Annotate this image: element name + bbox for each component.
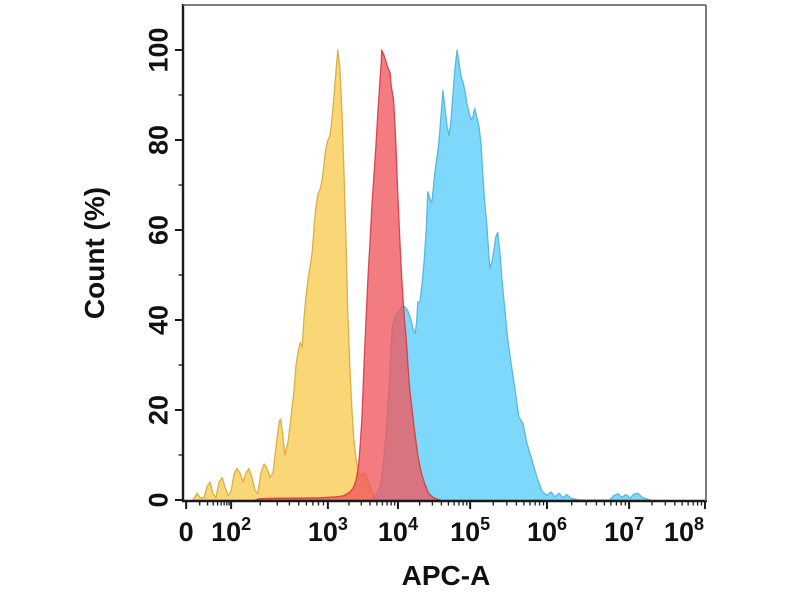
x-axis-tick-label: 105 [450,514,490,547]
y-axis-tick-label: 20 [143,395,173,425]
yellow-histogram [192,49,380,502]
x-axis-label: APC-A [402,560,491,591]
x-axis-tick-label: 103 [308,514,348,547]
x-axis-tick-label: 107 [604,514,644,547]
x-axis-tick-label: 106 [527,514,567,547]
y-axis-tick-label: 100 [143,27,173,72]
x-axis-tick-label: 102 [211,514,251,547]
x-axis-tick-label: 104 [378,514,418,547]
x-axis-tick-label: 108 [664,514,704,547]
plot-frame [181,4,707,503]
x-axis-tick-label: 0 [179,517,194,547]
y-axis-tick-label: 60 [143,215,173,245]
y-axis-tick-label: 0 [143,492,173,507]
series-layer [192,49,651,502]
y-axis-tick-label: 40 [143,305,173,335]
y-axis-label: Count (%) [79,187,110,319]
axis-tick-labels: 0 102 103 104 105 106 107 108 0 20 40 60 80 100 [143,27,704,547]
red-histogram [254,49,441,502]
blue-histogram [369,49,651,502]
y-axis-tick-label: 80 [143,125,173,155]
axis-ticks [175,49,706,509]
